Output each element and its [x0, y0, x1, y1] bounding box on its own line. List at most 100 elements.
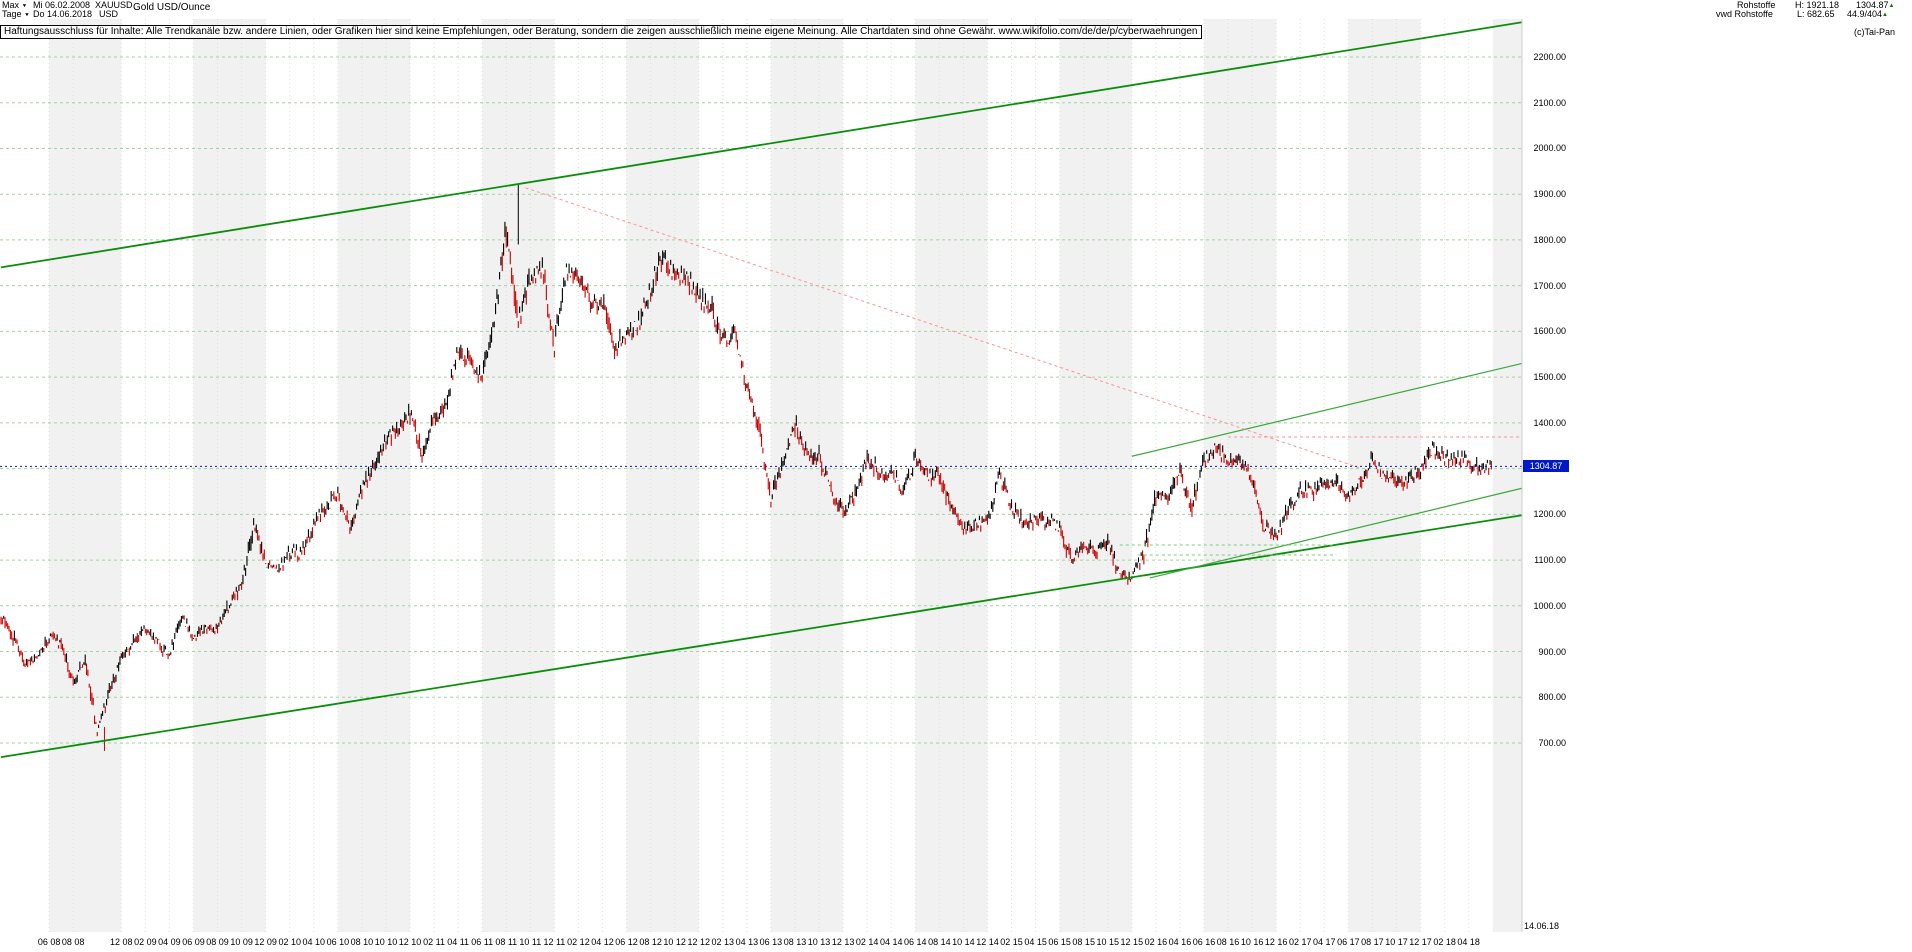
x-axis-tick-label: 10 13: [807, 937, 831, 947]
y-axis-tick-label: 1100.00: [1534, 555, 1566, 566]
x-axis-tick-label: 12 10: [398, 937, 422, 947]
instrument-name: Gold USD/Ounce: [133, 2, 211, 13]
range-dropdown-label: Max: [2, 0, 20, 10]
x-axis-tick-label: 02 13: [711, 937, 735, 947]
y-axis-tick-label: 700.00: [1538, 737, 1566, 748]
x-axis-tick-label: 08 12: [639, 937, 662, 947]
x-axis-tick-label: 12 16: [1264, 937, 1288, 947]
range-dropdown[interactable]: Max ▼: [2, 1, 27, 11]
x-axis-tick-label: 08 14: [928, 937, 951, 947]
x-axis-tick-label: 08 16: [1216, 937, 1240, 947]
x-axis-tick-label: 10 17: [1385, 937, 1408, 947]
x-axis-tick-label: 02 12: [567, 937, 590, 947]
x-axis-tick-label: 10 14: [952, 937, 975, 947]
x-axis-tick-label: 10 11: [519, 937, 542, 947]
y-axis-tick-label: 1600.00: [1533, 326, 1566, 337]
last-price: 1304.87▲: [1856, 0, 1895, 10]
x-axis-tick-label: 10 12: [663, 937, 686, 947]
x-axis-tick-label: 04 12: [591, 937, 614, 947]
x-axis-tick-label: 12 17: [1409, 937, 1432, 947]
feed-label: vwd Rohstoffe: [1716, 9, 1773, 19]
ratio-value: 44.9/404▲: [1847, 9, 1888, 19]
copyright-label: (c)Tai-Pan: [1854, 27, 1896, 37]
currency-label: USD: [99, 9, 119, 19]
x-axis-tick-label: 12 08: [110, 937, 133, 947]
x-axis-tick-label: 06 13: [759, 937, 783, 947]
x-axis-tick-label: 08 15: [1072, 937, 1095, 947]
x-axis-tick-label: 12 15: [1120, 937, 1144, 947]
current-price-marker: 1304.87: [1523, 460, 1569, 473]
x-axis-tick-label: 08 17: [1361, 937, 1384, 947]
y-axis-tick-label: 2000.00: [1533, 143, 1566, 154]
period-dropdown[interactable]: Tage ▼: [2, 10, 30, 20]
x-axis-tick-label: 10 10: [374, 937, 398, 947]
y-axis-tick-label: 800.00: [1538, 692, 1566, 703]
topbar: Max ▼ Mi 06.02.2008 XAUUSD Gold USD/Ounc…: [0, 0, 1912, 19]
x-axis-tick-label: 04 13: [735, 937, 759, 947]
chevron-down-icon: ▼: [21, 3, 28, 9]
y-axis-tick-label: 1500.00: [1533, 372, 1566, 383]
x-axis-tick-label: 06 10: [326, 937, 350, 947]
x-axis-tick-label: 06 16: [1192, 937, 1216, 947]
chevron-down-icon: ▼: [24, 12, 30, 18]
x-axis-tick-label: 02 15: [1000, 937, 1023, 947]
x-axis-tick-label: 02 14: [855, 937, 879, 947]
x-axis-tick-label: 02 18: [1433, 937, 1456, 947]
y-axis-tick-label: 1700.00: [1533, 280, 1566, 291]
x-axis-tick-label: 04 18: [1457, 937, 1480, 947]
x-axis-tick-label: 06 17: [1337, 937, 1360, 947]
x-axis-tick-label: 04 10: [302, 937, 326, 947]
x-axis-tick-label: 02 17: [1288, 937, 1312, 947]
y-axis-tick-label: 1000.00: [1533, 600, 1566, 611]
x-axis-tick-label: 08 08: [61, 937, 85, 947]
x-axis-tick-label: 06 15: [1048, 937, 1071, 947]
y-axis-tick-label: 900.00: [1538, 646, 1566, 657]
x-axis-tick-label: 10 16: [1240, 937, 1264, 947]
low-value: L: 682.65: [1797, 9, 1835, 19]
x-axis-tick-label: 02 10: [278, 937, 301, 947]
x-axis-tick-label: 04 17: [1313, 937, 1336, 947]
category-label: Rohstoffe: [1737, 0, 1776, 10]
x-axis-tick-label: 12 13: [831, 937, 855, 947]
disclaimer-box: Haftungsausschluss für Inhalte: Alle Tre…: [0, 25, 1202, 39]
x-axis-tick-label: 04 14: [879, 937, 903, 947]
x-axis-tick-label: 08 09: [206, 937, 229, 947]
x-axis-tick-label: 04 16: [1168, 937, 1192, 947]
y-axis-tick-label: 2100.00: [1533, 97, 1566, 108]
y-axis-tick-label: 1800.00: [1533, 234, 1566, 245]
x-axis: 06 08 08 08 12 08 02 09 04 09 06 09 08 09 10 09…: [0, 937, 1540, 951]
x-axis-tick-label: 12 11: [543, 937, 566, 947]
y-axis: 2200.00 2100.00 2000.00 1900.00 1800.00 1700.…: [1526, 0, 1566, 952]
period-dropdown-label: Tage: [2, 9, 22, 19]
x-axis-tick-label: 02 09: [134, 937, 157, 947]
range-start-date: Mi 06.02.2008: [33, 0, 91, 10]
x-axis-tick-label: 02 11: [423, 937, 445, 947]
x-axis-tick-label: 08 13: [783, 937, 807, 947]
x-axis-tick-label: 04 11: [447, 937, 470, 947]
y-axis-tick-label: 1400.00: [1533, 417, 1566, 428]
y-axis-tick-label: 1900.00: [1533, 189, 1566, 200]
axis-end-date: 14.06.18: [1524, 921, 1560, 931]
x-axis-tick-label: 06 09: [182, 937, 205, 947]
x-axis-tick-label: 04 09: [158, 937, 181, 947]
x-axis-tick-label: 02 16: [1144, 937, 1168, 947]
x-axis-tick-label: 12 14: [976, 937, 999, 947]
x-axis-tick-label: 12 09: [254, 937, 277, 947]
x-axis-tick-label: 08 10: [350, 937, 374, 947]
x-axis-tick-label: 08 11: [495, 937, 518, 947]
x-axis-tick-label: 10 09: [230, 937, 253, 947]
x-axis-tick-label: 12 12: [687, 937, 710, 947]
x-axis-tick-label: 04 15: [1024, 937, 1047, 947]
x-axis-tick-label: 06 11: [471, 937, 494, 947]
x-axis-tick-label: 10 15: [1096, 937, 1120, 947]
x-axis-tick-label: 06 08: [37, 937, 61, 947]
period-end-date: Do 14.06.2018: [33, 9, 93, 19]
up-arrow-icon: ▲: [1882, 12, 1888, 18]
y-axis-tick-label: 1200.00: [1533, 509, 1566, 520]
x-axis-tick-label: 06 14: [904, 937, 927, 947]
symbol-label: XAUUSD: [95, 0, 133, 10]
up-arrow-icon: ▲: [1888, 3, 1895, 9]
high-value: H: 1921.18: [1795, 0, 1840, 10]
y-axis-tick-label: 2200.00: [1533, 52, 1566, 62]
